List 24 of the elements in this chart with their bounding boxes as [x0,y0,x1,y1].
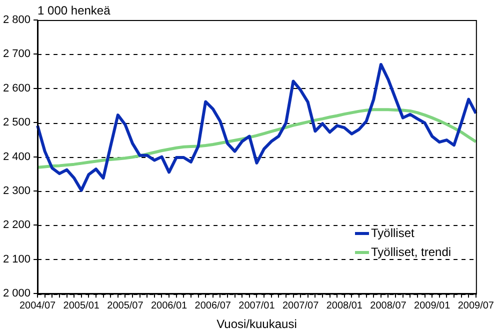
legend-label: Työlliset, trendi [371,244,452,261]
y-tick-label: 2 100 [2,253,31,266]
x-axis-title: Vuosi/kuukausi [216,317,297,332]
y-axis-title: 1 000 henkeä [38,3,111,18]
x-tick-label: 2008/07 [370,300,407,312]
y-tick-label: 2 800 [2,14,31,26]
legend-label: Työlliset [371,225,414,242]
x-tick-label: 2006/07 [194,300,232,312]
y-tick-label: 2 500 [2,116,31,129]
y-tick-label: 2 200 [2,219,31,232]
x-tick-label: 2004/07 [19,300,56,312]
x-tick-label: 2007/01 [238,300,276,312]
x-tick-label: 2009/01 [414,300,451,312]
y-tick-label: 2 300 [2,185,31,198]
x-tick-label: 2005/01 [63,300,100,312]
x-tick-label: 2009/07 [458,300,494,312]
x-tick-label: 2008/01 [326,300,363,312]
y-tick-label: 2 600 [2,82,31,94]
y-tick-label: 2 000 [2,288,31,300]
x-tick-label: 2006/01 [150,300,188,312]
x-tick-label: 2005/07 [107,300,144,312]
y-tick-label: 2 400 [2,150,31,163]
x-tick-label: 2007/07 [282,300,320,312]
y-tick-label: 2 700 [2,48,31,60]
